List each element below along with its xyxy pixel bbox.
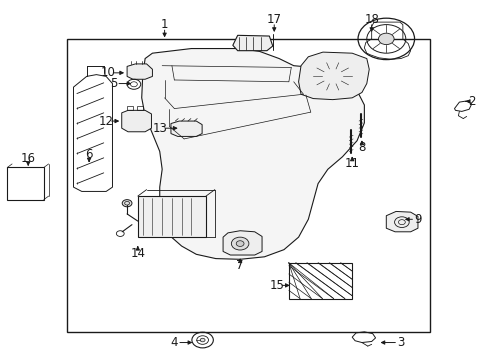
Bar xyxy=(127,106,133,111)
Text: 8: 8 xyxy=(358,141,366,154)
Circle shape xyxy=(122,200,132,207)
Text: 15: 15 xyxy=(269,279,284,292)
Circle shape xyxy=(236,241,244,247)
Text: 6: 6 xyxy=(85,148,93,162)
Text: 7: 7 xyxy=(236,259,244,272)
Text: 4: 4 xyxy=(171,336,178,349)
Text: 3: 3 xyxy=(397,336,405,349)
Polygon shape xyxy=(171,121,202,136)
Circle shape xyxy=(324,70,342,83)
Text: 2: 2 xyxy=(468,95,475,108)
Polygon shape xyxy=(127,64,152,79)
Bar xyxy=(138,196,206,237)
Bar xyxy=(137,106,143,111)
Text: 11: 11 xyxy=(344,157,360,170)
Polygon shape xyxy=(122,111,151,132)
Circle shape xyxy=(200,338,205,342)
Polygon shape xyxy=(142,49,365,259)
Text: 13: 13 xyxy=(152,122,167,135)
Polygon shape xyxy=(233,35,273,51)
Circle shape xyxy=(231,237,249,250)
Polygon shape xyxy=(223,231,262,255)
Text: 17: 17 xyxy=(267,13,282,26)
Bar xyxy=(7,167,44,200)
Polygon shape xyxy=(298,52,369,100)
Text: 10: 10 xyxy=(101,66,116,79)
Circle shape xyxy=(378,33,394,45)
Text: 14: 14 xyxy=(130,247,146,260)
Bar xyxy=(289,263,352,298)
Text: 12: 12 xyxy=(98,114,114,127)
Polygon shape xyxy=(386,211,418,232)
Text: 18: 18 xyxy=(364,13,379,26)
Text: 1: 1 xyxy=(161,18,169,31)
Bar xyxy=(67,39,430,332)
Text: 16: 16 xyxy=(21,152,36,165)
Text: 9: 9 xyxy=(414,213,422,226)
Text: 5: 5 xyxy=(110,77,117,90)
